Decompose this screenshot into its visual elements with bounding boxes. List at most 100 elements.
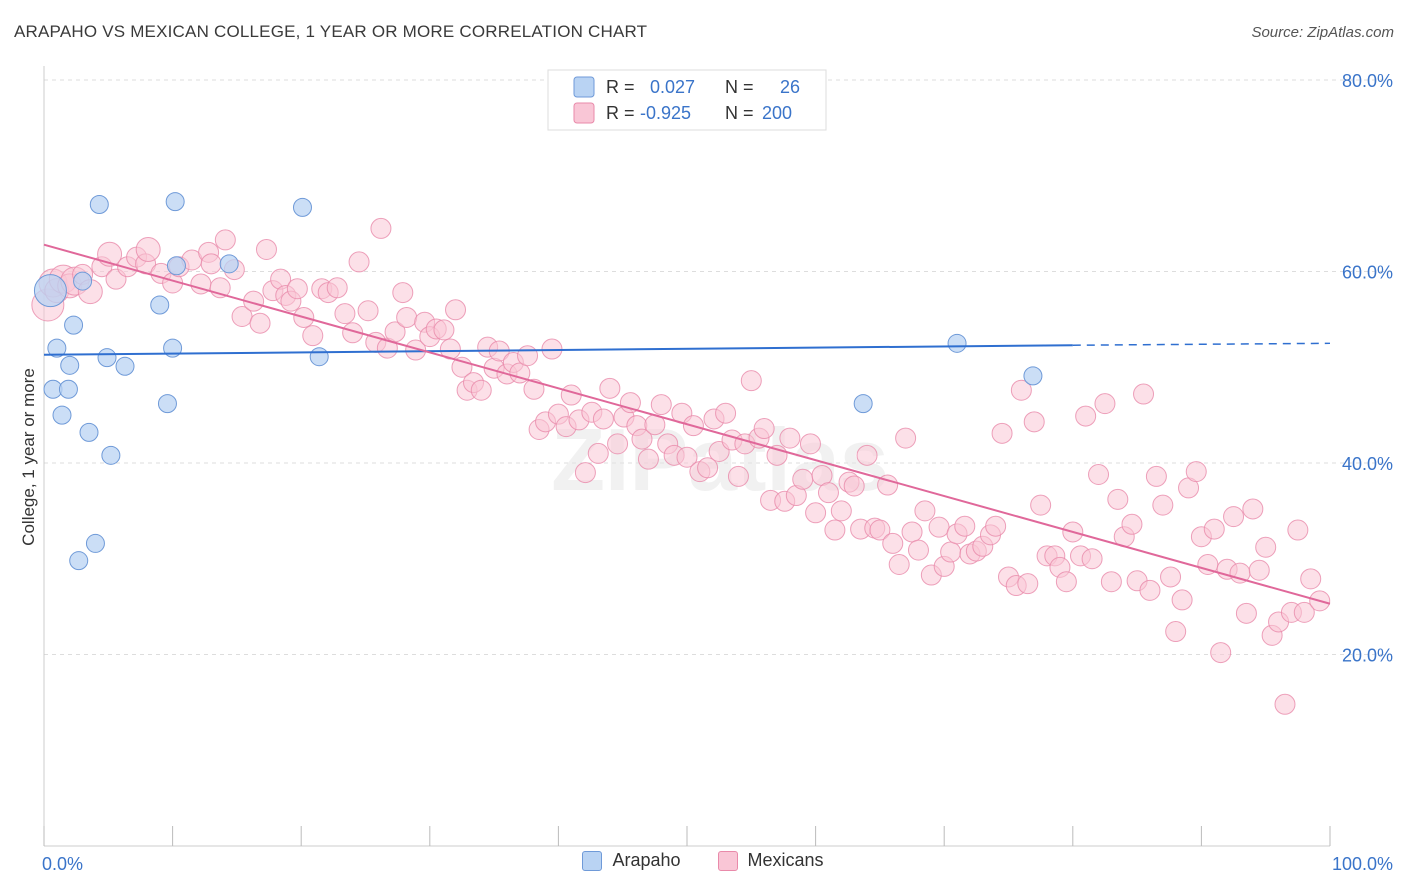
mexicans-points	[31, 217, 1331, 715]
mexicans-point	[753, 418, 775, 440]
legend-n-label: N =	[725, 77, 754, 97]
mexicans-point	[97, 241, 123, 267]
mexicans-point	[895, 427, 917, 449]
mexicans-point	[607, 433, 629, 455]
arapaho-point	[157, 394, 177, 414]
arapaho-point	[33, 274, 67, 308]
mexicans-point	[1010, 379, 1032, 401]
legend-n-label: N =	[725, 103, 754, 123]
mexicans-point	[877, 474, 899, 496]
arapaho-point	[166, 256, 186, 276]
mexicans-point	[882, 532, 904, 554]
mexicans-point	[405, 339, 427, 361]
legend-swatch-mexicans	[573, 102, 595, 124]
mexicans-point	[560, 384, 582, 406]
mexicans-point	[1152, 494, 1174, 516]
arapaho-trend-extension	[1072, 342, 1331, 346]
legend-item-arapaho: Arapaho	[582, 850, 681, 871]
mexicans-point	[326, 277, 348, 299]
mexicans-point	[954, 515, 976, 537]
mexicans-point	[523, 378, 545, 400]
mexicans-trend-line	[43, 243, 1331, 605]
mexicans-point	[1242, 498, 1264, 520]
mexicans-point	[1287, 519, 1309, 541]
mexicans-point	[348, 251, 370, 273]
y-tick-label: 60.0%	[1342, 263, 1393, 283]
legend-r-label: R =	[606, 77, 635, 97]
mexicans-point	[135, 236, 161, 262]
mexicans-point	[302, 325, 324, 347]
mexicans-point	[1145, 465, 1167, 487]
mexicans-point	[396, 306, 418, 328]
mexicans-point	[727, 465, 749, 487]
arapaho-point	[853, 394, 873, 414]
arapaho-points	[33, 192, 1043, 571]
mexicans-point	[1088, 463, 1110, 485]
mexicans-point	[1081, 548, 1103, 570]
mexicans-point	[1139, 579, 1161, 601]
y-axis-label: College, 1 year or more	[19, 368, 38, 546]
legend-bottom: Arapaho Mexicans	[0, 850, 1406, 876]
legend-swatch-mexicans	[717, 850, 738, 871]
arapaho-point	[292, 197, 312, 217]
mexicans-point	[1203, 518, 1225, 540]
y-tick-label: 80.0%	[1342, 71, 1393, 91]
mexicans-point	[715, 402, 737, 424]
mexicans-point	[817, 482, 839, 504]
x-tick-label: 100.0%	[1332, 854, 1393, 874]
mexicans-point	[940, 541, 962, 563]
legend-n-value: 26	[780, 77, 800, 97]
legend-label-arapaho: Arapaho	[612, 850, 681, 870]
arapaho-point	[79, 422, 99, 442]
mexicans-point	[991, 422, 1013, 444]
y-tick-label: 40.0%	[1342, 454, 1393, 474]
mexicans-point	[574, 462, 596, 484]
chart-title: ARAPAHO VS MEXICAN COLLEGE, 1 YEAR OR MO…	[14, 22, 648, 41]
arapaho-point	[150, 295, 170, 315]
arapaho-point	[73, 271, 93, 291]
legend-r-value: 0.027	[650, 77, 695, 97]
arapaho-point	[52, 405, 72, 425]
mexicans-point	[433, 319, 455, 341]
mexicans-point	[1248, 559, 1270, 581]
arapaho-point	[58, 379, 78, 399]
arapaho-point	[85, 533, 105, 553]
legend-n-value: 200	[762, 103, 792, 123]
mexicans-point	[907, 539, 929, 561]
mexicans-point	[517, 345, 539, 367]
y-tick-label: 20.0%	[1342, 646, 1393, 666]
mexicans-point	[843, 475, 865, 497]
arapaho-point	[947, 333, 967, 353]
mexicans-point	[1055, 571, 1077, 593]
mexicans-point	[592, 408, 614, 430]
mexicans-point	[1075, 405, 1097, 427]
legend-swatch-arapaho	[573, 76, 595, 98]
arapaho-point	[309, 347, 329, 367]
arapaho-point	[219, 254, 239, 274]
arapaho-point	[101, 445, 121, 465]
mexicans-point	[1094, 393, 1116, 415]
mexicans-point	[697, 457, 719, 479]
arapaho-trend-line	[43, 344, 1073, 356]
legend-r-value: -0.925	[640, 103, 691, 123]
mexicans-point	[200, 253, 222, 275]
mexicans-point	[1121, 513, 1143, 535]
mexicans-point	[824, 519, 846, 541]
mexicans-point	[901, 521, 923, 543]
arapaho-point	[89, 194, 109, 214]
mexicans-point	[869, 519, 891, 541]
legend-label-mexicans: Mexicans	[747, 850, 824, 870]
mexicans-point	[1274, 693, 1296, 715]
mexicans-point	[1255, 536, 1277, 558]
mexicans-point	[357, 300, 379, 322]
arapaho-point	[165, 192, 185, 212]
mexicans-point	[805, 502, 827, 524]
mexicans-point	[255, 238, 277, 260]
mexicans-point	[1235, 602, 1257, 624]
mexicans-point	[1171, 589, 1193, 611]
mexicans-point	[631, 428, 653, 450]
mexicans-point	[392, 282, 414, 304]
mexicans-point	[370, 217, 392, 239]
mexicans-point	[1160, 566, 1182, 588]
